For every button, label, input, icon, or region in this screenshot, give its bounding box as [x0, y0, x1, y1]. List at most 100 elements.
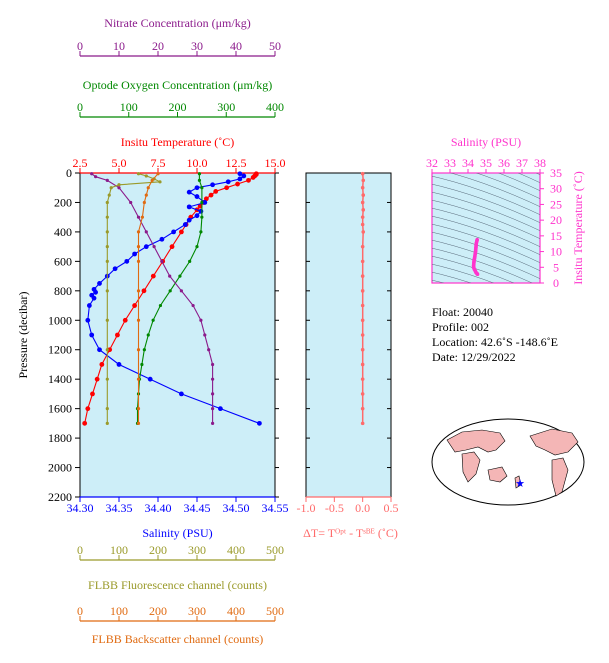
delta-t-data-point: [360, 421, 365, 426]
t-s-salinity-tick-label: 32: [426, 156, 438, 170]
salinity-data-point: [124, 258, 130, 264]
t-s-temperature-tick-label: 0: [553, 276, 559, 290]
salinity-data-point: [112, 266, 118, 272]
delta-t-data-point: [360, 215, 365, 219]
backscatter-tick-label: 200: [149, 604, 167, 618]
salinity-data-point: [147, 376, 153, 382]
oxygen-data-point: [200, 215, 204, 219]
salinity-tick-label: 34.40: [145, 501, 172, 515]
delta-t-data-point: [360, 244, 365, 249]
nitrate-tick-label: 10: [113, 39, 125, 53]
fluorescence-data-point: [158, 180, 162, 184]
salinity-tick-label: 34.35: [106, 501, 133, 515]
nitrate-data-point: [94, 175, 98, 179]
backscatter-data-point: [136, 259, 141, 263]
backscatter-data-point: [136, 245, 141, 249]
date-text: Date: 12/29/2022: [432, 350, 516, 364]
temperature-tick-label: 12.5: [226, 156, 247, 170]
temperature-data-point: [99, 362, 105, 367]
temperature-tick-label: 2.5: [73, 156, 88, 170]
nitrate-data-point: [144, 230, 148, 234]
fluorescence-data-point: [105, 421, 109, 425]
delta-t-plot-area: [305, 172, 392, 498]
delta-t-data-point: [360, 406, 365, 411]
nitrate-data-point: [152, 245, 156, 249]
nitrate-data-point: [211, 407, 215, 411]
t-s-temperature-tick-label: 20: [550, 213, 562, 227]
temperature-data-point: [122, 317, 128, 323]
nitrate-data-point: [211, 421, 215, 425]
temperature-data-point: [115, 332, 120, 338]
fluorescence-data-point: [105, 407, 109, 411]
delta-t-data-point: [360, 333, 365, 337]
salinity-data-point: [143, 244, 149, 250]
density-isoline: [432, 175, 540, 215]
temperature-tick-label: 15.0: [265, 156, 286, 170]
pressure-tick-label: 1400: [48, 372, 72, 386]
t-s-temperature-tick-label: 30: [550, 182, 562, 196]
density-isoline: [432, 263, 495, 283]
fluorescence-tick-label: 500: [266, 543, 284, 557]
fluorescence-data-point: [117, 183, 121, 187]
nitrate-data-point: [136, 215, 141, 219]
backscatter-data-point: [136, 348, 141, 352]
pressure-tick-label: 2200: [48, 490, 72, 504]
float-id-text: Float: 20040: [432, 305, 494, 319]
t-s-temperature-tick-label: 5: [553, 260, 559, 274]
backscatter-data-point: [136, 230, 141, 234]
fluorescence-tick-label: 400: [227, 543, 245, 557]
nitrate-tick-label: 20: [152, 39, 164, 53]
delta-t-data-point: [360, 274, 365, 278]
pressure-tick-label: 1000: [48, 313, 72, 327]
delta-t-data-point: [361, 208, 366, 212]
nitrate-data-point: [117, 186, 121, 190]
delta-t-data-point: [360, 347, 365, 352]
t-s-temperature-axis-label: Insitu Temperature (˚C): [571, 171, 585, 285]
temperature-data-point: [179, 229, 184, 235]
delta-t-data-point: [360, 362, 365, 367]
nitrate-data-point: [211, 362, 215, 367]
salinity-data-point: [159, 236, 165, 242]
pressure-tick-label: 1200: [48, 343, 72, 357]
t-s-temperature-tick-label: 35: [550, 166, 562, 180]
pressure-tick-label: 400: [54, 225, 72, 239]
fluorescence-data-point: [109, 186, 113, 190]
salinity-data-point: [179, 391, 184, 397]
salinity-data-point: [218, 406, 223, 412]
fluorescence-data-point: [144, 174, 148, 178]
salinity-data-point: [186, 189, 192, 195]
oxygen-data-point: [188, 259, 192, 263]
backscatter-tick-label: 0: [77, 604, 83, 618]
nitrate-data-point: [199, 318, 203, 322]
oxygen-data-point: [168, 289, 172, 293]
salinity-data-point: [186, 217, 192, 223]
oxygen-data-point: [195, 245, 199, 249]
delta-t-data-point: [360, 185, 365, 190]
fluorescence-data-point: [105, 289, 109, 293]
oxygen-data-point: [146, 333, 150, 337]
fluorescence-data-point: [105, 215, 109, 219]
salinity-tick-label: 34.45: [184, 501, 211, 515]
density-isoline: [432, 231, 540, 271]
temperature-tick-label: 10.0: [187, 156, 208, 170]
world-map: ★: [431, 418, 585, 506]
pressure-tick-label: 2000: [48, 461, 72, 475]
temperature-data-point: [150, 273, 156, 279]
salinity-data-point: [86, 303, 92, 308]
temperature-data-point: [203, 196, 209, 202]
density-isoline: [450, 173, 540, 207]
density-isoline: [432, 215, 540, 255]
salinity-data-point: [194, 194, 200, 199]
t-s-temperature-tick-label: 25: [550, 197, 562, 211]
salinity-data-point: [194, 213, 200, 219]
fluorescence-data-point: [105, 230, 109, 234]
temperature-axis-title: Insitu Temperature (˚C): [121, 135, 235, 149]
backscatter-data-point: [156, 172, 160, 176]
density-isoline: [432, 255, 515, 283]
t-s-salinity-tick-label: 33: [444, 156, 456, 170]
delta-t-data-point: [360, 392, 365, 396]
nitrate-data-point: [211, 392, 215, 396]
oxygen-data-point: [140, 362, 144, 367]
